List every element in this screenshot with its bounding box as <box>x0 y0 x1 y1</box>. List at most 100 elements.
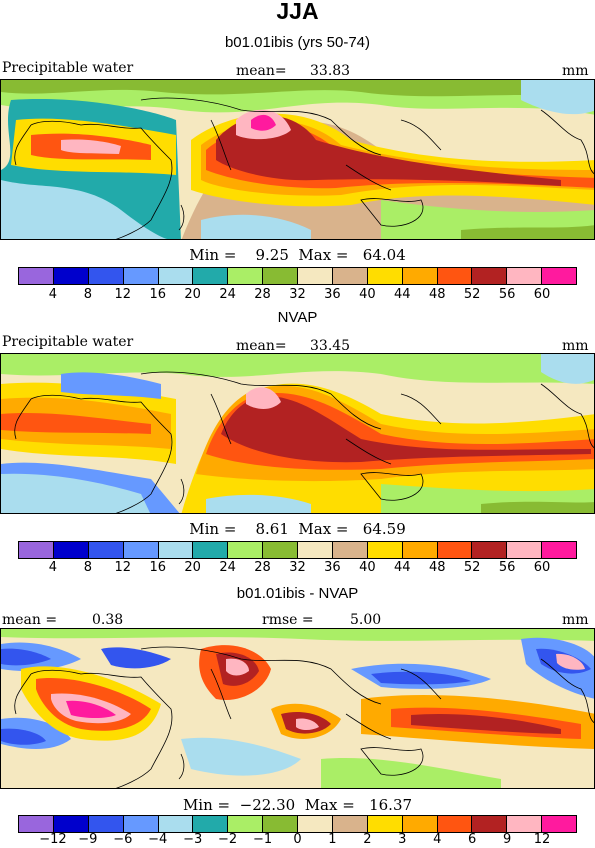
colorbar-swatch <box>367 268 403 284</box>
colorbar-swatch <box>88 816 124 832</box>
colorbar-tick-label: 36 <box>324 560 341 575</box>
colorbar-tick-label: 16 <box>149 287 167 302</box>
colorbar-swatch <box>53 268 89 284</box>
colorbar-swatch <box>19 542 54 558</box>
colorbar-tick-label: 60 <box>533 287 551 302</box>
panel2-mean-value: 33.45 <box>310 338 351 354</box>
colorbar-swatch <box>263 816 298 832</box>
colorbar-swatch <box>507 816 543 832</box>
colorbar-swatch <box>88 268 124 284</box>
colorbar-tick-label: 24 <box>219 560 236 575</box>
colorbar-swatch <box>158 268 194 284</box>
panel2-mean-label: mean= <box>236 338 287 354</box>
colorbar-swatch <box>437 542 473 558</box>
colorbar-tick-label: 60 <box>533 560 551 575</box>
colorbar-swatch <box>193 268 229 284</box>
colorbar-tick-label: 32 <box>289 287 306 302</box>
panel2-variable-label: Precipitable water <box>2 334 134 350</box>
panel2-minmax: Min = 8.61 Max = 64.59 <box>189 520 406 538</box>
panel1-colorbar-ticks: 4 8 12 16 20 24 28 32 36 40 44 48 52 56 60 <box>18 287 577 303</box>
panel1-map <box>0 79 595 240</box>
colorbar-tick-label: 0 <box>293 832 302 847</box>
panel3-colorbar-ticks: −12 −9 −6 −4 −3 −2 −1 0 1 2 3 4 6 9 12 <box>18 832 577 848</box>
panel3-mean-value: 0.38 <box>92 612 124 628</box>
panel2-map <box>0 353 595 514</box>
colorbar-tick-label: 1 <box>328 832 337 847</box>
panel1-minmax: Min = 9.25 Max = 64.04 <box>189 246 406 264</box>
colorbar-tick-label: 48 <box>428 560 446 575</box>
colorbar-swatch <box>402 542 438 558</box>
colorbar-tick-label: 8 <box>83 287 93 302</box>
colorbar-tick-label: 52 <box>463 560 481 575</box>
colorbar-tick-label: −6 <box>113 832 133 847</box>
colorbar-swatch <box>367 816 403 832</box>
panel1-units: mm <box>562 63 589 79</box>
colorbar-tick-label: 8 <box>83 560 93 575</box>
colorbar-swatch <box>542 816 576 832</box>
colorbar-tick-label: 36 <box>324 287 341 302</box>
colorbar-swatch <box>228 268 264 284</box>
panel1-mean-value: 33.83 <box>310 63 351 79</box>
colorbar-tick-label: 40 <box>359 287 376 302</box>
colorbar-tick-label: 52 <box>463 287 481 302</box>
colorbar-tick-label: −2 <box>218 832 238 847</box>
colorbar-swatch <box>332 816 368 832</box>
colorbar-tick-label: −12 <box>39 832 67 847</box>
colorbar-tick-label: 28 <box>254 287 271 302</box>
colorbar-swatch <box>507 268 543 284</box>
colorbar-tick-label: 12 <box>114 287 132 302</box>
panel1-title: b01.01ibis (yrs 50-74) <box>224 34 371 51</box>
colorbar-swatch <box>19 816 54 832</box>
panel3-colorbar <box>18 815 577 833</box>
colorbar-tick-label: 56 <box>498 560 516 575</box>
colorbar-swatch <box>228 542 264 558</box>
colorbar-swatch <box>53 816 89 832</box>
colorbar-swatch <box>298 542 333 558</box>
panel3-map <box>0 628 595 789</box>
colorbar-tick-label: 2 <box>363 832 372 847</box>
colorbar-tick-label: 16 <box>149 560 167 575</box>
colorbar-swatch <box>332 268 368 284</box>
colorbar-swatch <box>123 816 159 832</box>
colorbar-swatch <box>472 542 508 558</box>
panel2-colorbar <box>18 541 577 559</box>
colorbar-swatch <box>263 268 298 284</box>
panel3-units: mm <box>562 612 589 628</box>
panel2-title: NVAP <box>277 309 318 326</box>
colorbar-tick-label: −3 <box>183 832 203 847</box>
colorbar-swatch <box>437 268 473 284</box>
colorbar-tick-label: −1 <box>252 832 273 847</box>
panel3-minmax: Min = −22.30 Max = 16.37 <box>182 796 413 814</box>
colorbar-tick-label: 28 <box>254 560 271 575</box>
colorbar-swatch <box>158 816 194 832</box>
colorbar-tick-label: 6 <box>468 832 477 847</box>
colorbar-swatch <box>472 268 508 284</box>
colorbar-tick-label: 44 <box>394 560 411 575</box>
colorbar-swatch <box>298 816 333 832</box>
panel2-units: mm <box>562 338 589 354</box>
colorbar-swatch <box>53 542 89 558</box>
colorbar-swatch <box>542 268 576 284</box>
colorbar-swatch <box>298 268 333 284</box>
colorbar-tick-label: 56 <box>498 287 516 302</box>
panel3-mean-label: mean = <box>2 612 58 628</box>
colorbar-swatch <box>193 542 229 558</box>
colorbar-swatch <box>332 542 368 558</box>
figure-title: JJA <box>276 0 319 24</box>
colorbar-tick-label: 12 <box>114 560 132 575</box>
colorbar-swatch <box>542 542 576 558</box>
panel3-title: b01.01ibis - NVAP <box>236 585 359 602</box>
colorbar-swatch <box>88 542 124 558</box>
colorbar-swatch <box>507 542 543 558</box>
colorbar-tick-label: 20 <box>184 560 201 575</box>
panel3-rmse-label: rmse = <box>262 612 314 628</box>
colorbar-tick-label: 4 <box>433 832 442 847</box>
colorbar-tick-label: 20 <box>184 287 201 302</box>
colorbar-swatch <box>472 816 508 832</box>
colorbar-tick-label: 48 <box>428 287 446 302</box>
panel1-variable-label: Precipitable water <box>2 60 134 76</box>
colorbar-swatch <box>123 542 159 558</box>
colorbar-swatch <box>19 268 54 284</box>
panel3-rmse-value: 5.00 <box>350 612 382 628</box>
panel2-colorbar-ticks: 4 8 12 16 20 24 28 32 36 40 44 48 52 56 60 <box>18 560 577 576</box>
